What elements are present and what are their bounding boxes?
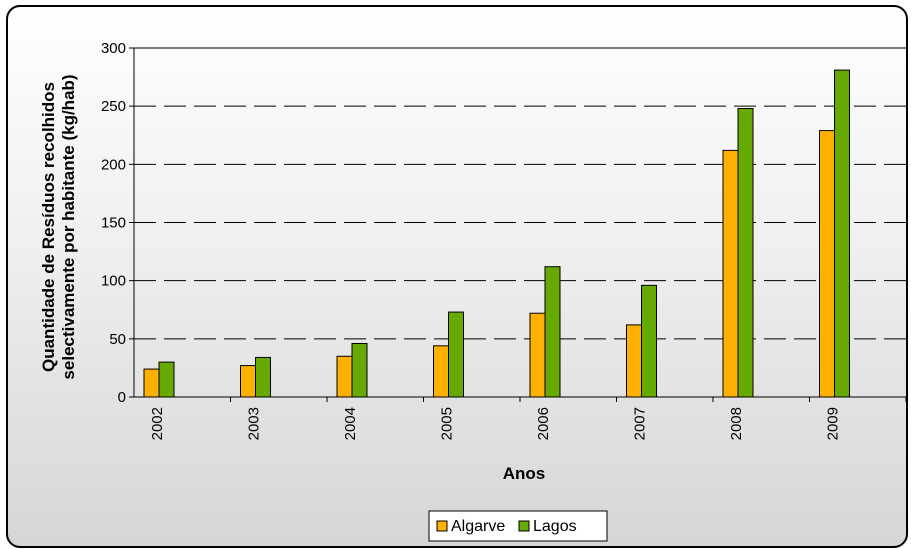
bar-algarve-2009 (819, 130, 835, 398)
bars (143, 69, 850, 398)
x-tick-label: 2002 (149, 407, 166, 440)
y-tick-label: 100 (101, 273, 126, 290)
x-tick-label: 2006 (535, 407, 552, 440)
y-tick-label: 50 (109, 331, 126, 348)
bar-algarve-2002 (143, 368, 160, 398)
bar-algarve-2003 (240, 365, 256, 398)
y-tick-label: 200 (101, 156, 126, 173)
x-tick-label: 2003 (246, 407, 263, 440)
x-tick-label: 2008 (728, 407, 745, 440)
gridlines (134, 105, 906, 340)
legend-label-lagos: Lagos (533, 518, 577, 535)
legend-box (428, 510, 608, 542)
legend-swatch-algarve (436, 520, 448, 532)
x-tick-label: 2004 (342, 407, 359, 440)
x-tick-label: 2005 (439, 407, 456, 440)
y-tick-labels: 0 50 100 150 200 250 300 (101, 40, 126, 406)
bar-lagos-2006 (544, 266, 561, 398)
y-tick-label: 250 (101, 98, 126, 115)
bar-lagos-2007 (641, 284, 657, 398)
legend-swatch-lagos (518, 520, 530, 532)
y-tick-label: 300 (101, 40, 126, 57)
y-axis-title-line1: Quantidade de Resíduos recolhidos (39, 82, 58, 372)
y-tick-label: 0 (118, 389, 126, 406)
bar-lagos-2008 (737, 107, 754, 398)
axes (129, 47, 906, 402)
bar-lagos-2005 (448, 311, 464, 398)
x-axis-title: Anos (503, 464, 546, 483)
bar-lagos-2002 (158, 361, 175, 398)
y-tick-label: 150 (101, 215, 126, 232)
bar-lagos-2004 (351, 342, 368, 398)
x-tick-label: 2009 (825, 407, 842, 440)
x-tick-labels: 2002 2003 2004 2005 2006 2007 2008 2009 (149, 407, 842, 440)
bar-algarve-2007 (626, 324, 642, 398)
bar-algarve-2008 (722, 149, 739, 398)
bar-lagos-2009 (834, 69, 850, 398)
bar-algarve-2004 (336, 355, 353, 398)
bar-algarve-2006 (529, 312, 546, 398)
x-tick-label: 2007 (632, 407, 649, 440)
y-axis-title-line2: selectivamente por habitante (kg/hab) (59, 74, 78, 379)
chart-frame: Quantidade de Resíduos recolhidos select… (6, 5, 908, 548)
bar-algarve-2005 (433, 345, 449, 398)
y-axis-title: Quantidade de Resíduos recolhidos select… (39, 74, 78, 379)
bar-chart: Quantidade de Resíduos recolhidos select… (39, 40, 906, 542)
legend-label-algarve: Algarve (451, 518, 505, 535)
legend: Algarve Lagos (428, 510, 608, 542)
bar-lagos-2003 (255, 356, 271, 398)
